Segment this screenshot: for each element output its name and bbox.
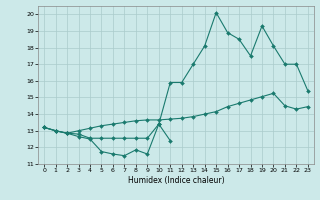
X-axis label: Humidex (Indice chaleur): Humidex (Indice chaleur) <box>128 176 224 185</box>
